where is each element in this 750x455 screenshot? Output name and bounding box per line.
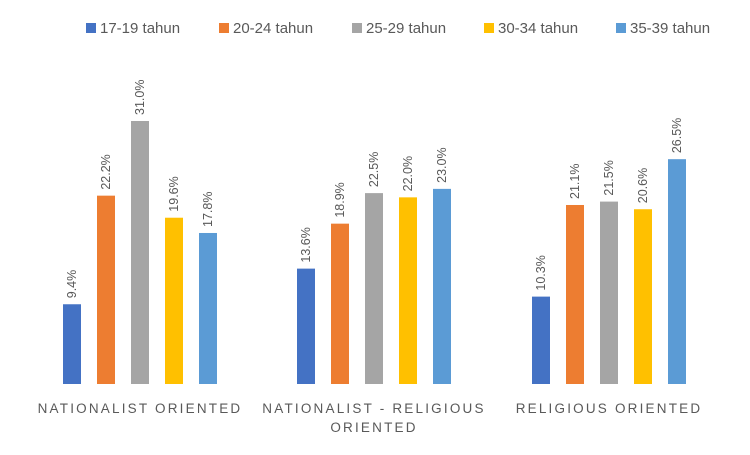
bar	[165, 217, 183, 384]
data-label: 18.9%	[333, 182, 347, 217]
data-label: 26.5%	[670, 118, 684, 153]
data-label: 9.4%	[65, 270, 79, 299]
data-label: 31.0%	[133, 80, 147, 115]
category-label: NATIONALIST - RELIGIOUS	[262, 401, 485, 416]
bar	[97, 195, 115, 384]
bar	[297, 268, 315, 384]
legend-swatch	[86, 23, 96, 33]
bar	[433, 188, 451, 384]
data-label: 19.6%	[167, 176, 181, 211]
data-label: 17.8%	[201, 192, 215, 227]
data-label: 20.6%	[636, 168, 650, 203]
data-label: 10.3%	[534, 255, 548, 290]
legend-label: 25-29 tahun	[366, 20, 446, 37]
legend-swatch	[219, 23, 229, 33]
legend-label: 30-34 tahun	[498, 20, 578, 37]
bar	[199, 232, 217, 384]
data-label: 22.0%	[401, 156, 415, 191]
legend-label: 35-39 tahun	[630, 20, 710, 37]
data-label: 22.5%	[367, 152, 381, 187]
bar	[331, 223, 349, 384]
category-label: ORIENTED	[330, 420, 417, 435]
bar	[566, 204, 584, 384]
data-label: 21.5%	[602, 160, 616, 195]
category-label: NATIONALIST ORIENTED	[38, 401, 243, 416]
legend-swatch	[352, 23, 362, 33]
data-label: 22.2%	[99, 154, 113, 189]
legend-swatch	[616, 23, 626, 33]
data-label: 13.6%	[299, 227, 313, 262]
bar	[63, 304, 81, 384]
category-label: RELIGIOUS ORIENTED	[516, 401, 703, 416]
bar	[600, 201, 618, 384]
legend-label: 20-24 tahun	[233, 20, 313, 37]
bar	[668, 159, 686, 384]
bar	[131, 121, 149, 384]
bar	[634, 209, 652, 384]
bar	[365, 193, 383, 384]
legend-swatch	[484, 23, 494, 33]
legend-label: 17-19 tahun	[100, 20, 180, 37]
data-label: 21.1%	[568, 164, 582, 199]
bar	[399, 197, 417, 384]
data-label: 23.0%	[435, 147, 449, 182]
bar	[532, 296, 550, 384]
